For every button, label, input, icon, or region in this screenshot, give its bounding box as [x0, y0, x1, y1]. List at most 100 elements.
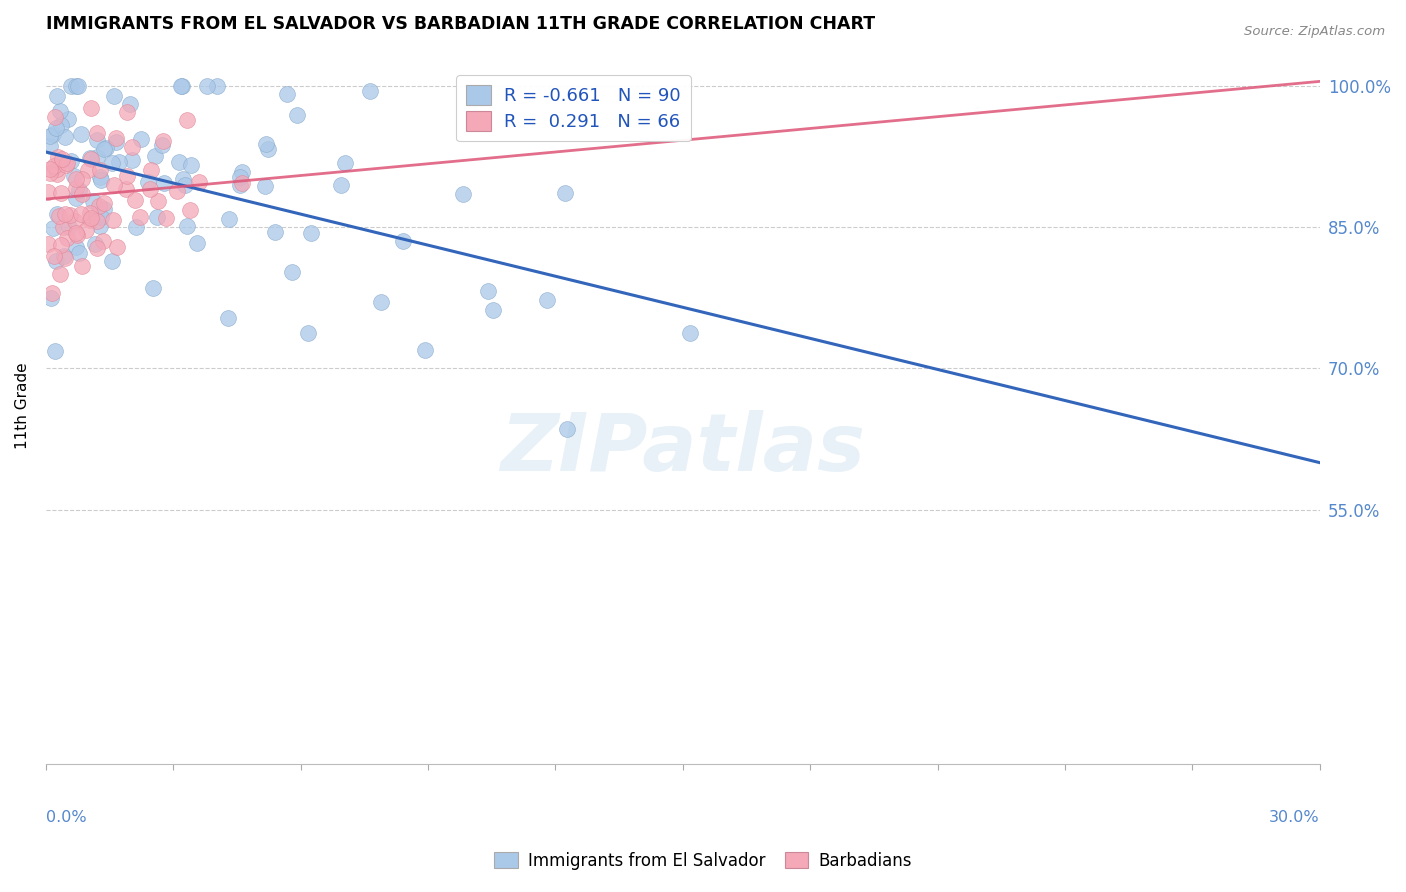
Point: [139, 182, 162, 196]
Point: [46, 150, 69, 164]
Point: [536, 293, 558, 307]
Point: [79, 151, 101, 165]
Point: [65, 181, 87, 195]
Point: [285, 108, 308, 122]
Point: [93, 195, 115, 210]
Point: [108, 155, 131, 169]
Point: [53, 207, 76, 221]
Text: 30.0%: 30.0%: [1270, 810, 1320, 825]
Point: [276, 87, 298, 101]
Point: [482, 302, 505, 317]
Point: [90, 210, 112, 224]
Point: [115, 181, 138, 195]
Point: [63, 214, 86, 228]
Point: [91, 234, 114, 248]
Point: [125, 219, 148, 234]
Point: [136, 175, 159, 189]
Point: [166, 184, 188, 198]
Point: [49, 267, 72, 281]
Point: [65, 191, 87, 205]
Text: IMMIGRANTS FROM EL SALVADOR VS BARBADIAN 11TH GRADE CORRELATION CHART: IMMIGRANTS FROM EL SALVADOR VS BARBADIAN…: [46, 15, 875, 33]
Point: [100, 156, 122, 170]
Point: [152, 176, 174, 190]
Point: [176, 112, 198, 127]
Point: [554, 186, 576, 200]
Point: [65, 240, 87, 254]
Point: [39, 128, 62, 143]
Point: [51, 152, 73, 166]
Point: [280, 265, 302, 279]
Point: [67, 183, 90, 197]
Point: [90, 173, 112, 187]
Point: [48, 209, 70, 223]
Point: [103, 178, 125, 193]
Point: [330, 178, 353, 192]
Point: [679, 326, 702, 341]
Point: [59, 208, 82, 222]
Point: [70, 259, 93, 273]
Point: [87, 199, 110, 213]
Point: [44, 159, 66, 173]
Point: [93, 142, 115, 156]
Text: ZIPatlas: ZIPatlas: [501, 410, 865, 488]
Point: [82, 194, 104, 209]
Point: [93, 202, 115, 216]
Text: Source: ZipAtlas.com: Source: ZipAtlas.com: [1244, 25, 1385, 38]
Point: [70, 172, 93, 186]
Point: [48, 104, 70, 119]
Point: [145, 210, 167, 224]
Y-axis label: 11th Grade: 11th Grade: [15, 363, 30, 450]
Point: [207, 79, 229, 94]
Point: [89, 219, 111, 233]
Point: [39, 139, 62, 153]
Point: [39, 166, 62, 180]
Point: [254, 178, 277, 193]
Point: [118, 96, 141, 111]
Point: [65, 172, 87, 186]
Point: [254, 137, 277, 152]
Point: [152, 134, 174, 148]
Point: [42, 127, 65, 141]
Point: [176, 219, 198, 234]
Point: [186, 235, 208, 250]
Point: [46, 89, 69, 103]
Point: [67, 79, 90, 94]
Point: [297, 326, 319, 340]
Point: [89, 163, 111, 178]
Point: [42, 221, 65, 235]
Point: [46, 162, 69, 177]
Point: [217, 310, 239, 325]
Point: [60, 153, 83, 168]
Point: [179, 203, 201, 218]
Point: [39, 291, 62, 305]
Point: [115, 104, 138, 119]
Point: [359, 84, 381, 98]
Point: [256, 143, 278, 157]
Point: [413, 343, 436, 357]
Point: [72, 186, 94, 201]
Point: [56, 230, 79, 244]
Point: [103, 88, 125, 103]
Point: [76, 223, 98, 237]
Point: [451, 187, 474, 202]
Point: [44, 111, 66, 125]
Point: [42, 248, 65, 262]
Legend: R = -0.661   N = 90, R =  0.291   N = 66: R = -0.661 N = 90, R = 0.291 N = 66: [456, 75, 690, 141]
Point: [58, 112, 80, 126]
Point: [86, 214, 108, 228]
Point: [49, 238, 72, 252]
Point: [391, 234, 413, 248]
Point: [170, 79, 193, 94]
Point: [121, 153, 143, 167]
Point: [555, 422, 578, 436]
Point: [79, 213, 101, 227]
Point: [105, 239, 128, 253]
Point: [89, 170, 111, 185]
Point: [150, 137, 173, 152]
Point: [80, 152, 103, 166]
Point: [229, 178, 252, 193]
Point: [129, 132, 152, 146]
Point: [46, 207, 69, 221]
Point: [51, 118, 73, 132]
Point: [62, 169, 84, 184]
